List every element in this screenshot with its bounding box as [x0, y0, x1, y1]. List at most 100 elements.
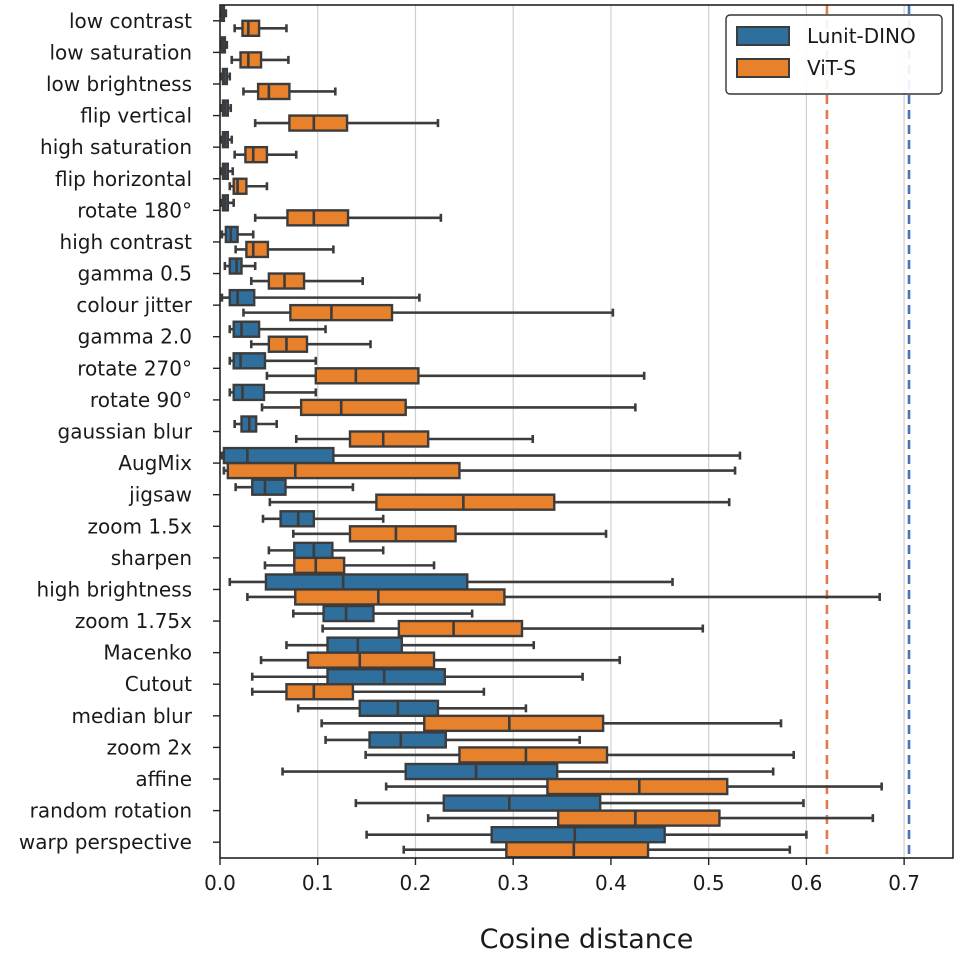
legend-label-vit-s: ViT-S [807, 56, 856, 80]
box-vit-s [291, 525, 608, 543]
legend-swatch-lunit-dino [736, 26, 790, 46]
legend: Lunit-DINO ViT-S [725, 14, 943, 95]
box-vit-s [249, 272, 364, 290]
series-lunit-dino [219, 4, 808, 844]
box-vit-s [320, 714, 783, 733]
box-lunit-dino [219, 67, 232, 86]
box-lunit-dino [219, 194, 235, 212]
y-tick-label: rotate 180° [77, 198, 192, 222]
y-tick-label: zoom 1.5x [88, 514, 193, 538]
box-lunit-dino [219, 4, 228, 22]
reference-lines [825, 5, 911, 858]
box-vit-s [253, 114, 440, 132]
box-lunit-dino [219, 130, 234, 149]
box-lunit-dino [250, 668, 584, 686]
x-tick-label: 0.4 [595, 871, 627, 895]
box-vit-s [233, 145, 298, 164]
y-tick-label: gamma 0.5 [78, 262, 192, 286]
box-vit-s [265, 367, 646, 385]
box-lunit-dino [220, 225, 255, 244]
x-tick-label: 0.6 [790, 871, 822, 895]
y-tick-label: warp perspective [19, 830, 192, 854]
legend-swatch-vit-s [736, 58, 790, 78]
box-vit-s [384, 777, 883, 796]
y-tick-label: rotate 270° [77, 356, 192, 380]
y-tick-label: high brightness [37, 577, 192, 601]
y-tick-label: Macenko [103, 641, 192, 665]
box-vit-s [259, 651, 622, 669]
box-vit-s [426, 809, 875, 827]
box-lunit-dino [219, 99, 233, 117]
box-vit-s [253, 209, 443, 227]
box-lunit-dino [365, 826, 808, 844]
y-tick-label: median blur [72, 704, 193, 728]
box-lunit-dino [354, 794, 805, 812]
grid-lines [317, 5, 905, 858]
box-vit-s [222, 461, 737, 480]
y-tick-label: random rotation [30, 799, 192, 823]
y-tick-label: flip vertical [80, 104, 192, 128]
box-lunit-dino [261, 510, 385, 528]
box-vit-s [246, 588, 882, 606]
x-axis-title: Cosine distance [480, 924, 694, 955]
box-vit-s [249, 335, 372, 353]
y-tick-label: rotate 90° [90, 388, 192, 412]
box-lunit-dino [219, 162, 235, 180]
y-tick-label: low contrast [69, 9, 192, 33]
box-lunit-dino [285, 636, 536, 654]
box-lunit-dino [228, 320, 327, 338]
box-lunit-dino [220, 288, 421, 307]
y-tick-label: gamma 2.0 [78, 325, 192, 349]
y-tick-label: low saturation [50, 40, 193, 64]
box-vit-s [233, 19, 288, 37]
box-lunit-dino [228, 352, 318, 370]
box-vit-s [242, 82, 337, 101]
y-tick-label: sharpen [111, 546, 192, 570]
y-tick-label: Cutout [125, 672, 192, 696]
box-lunit-dino [233, 415, 278, 433]
x-tick-label: 0.2 [400, 871, 432, 895]
y-tick-label: high contrast [60, 230, 193, 254]
box-lunit-dino [219, 36, 229, 54]
y-tick-label: low brightness [46, 72, 192, 96]
series-vit-s [222, 19, 883, 859]
box-vit-s [263, 556, 436, 575]
y-tick-label: high saturation [40, 135, 192, 159]
y-tick-label: zoom 1.75x [75, 609, 192, 633]
y-tick-label: gaussian blur [58, 420, 193, 444]
box-vit-s [250, 683, 486, 701]
x-tick-label: 0.7 [888, 871, 920, 895]
box-lunit-dino [281, 762, 775, 781]
box-plot-series [219, 4, 883, 859]
x-tick-label: 0.5 [693, 871, 725, 895]
box-vit-s [228, 177, 269, 195]
box-lunit-dino [291, 604, 474, 623]
x-axis-ticks: 0.0 0.1 0.2 0.3 0.4 0.5 0.6 0.7 [204, 858, 920, 895]
y-tick-label: affine [135, 767, 192, 791]
box-vit-s [260, 398, 637, 417]
box-lunit-dino [228, 573, 674, 591]
box-lunit-dino [267, 541, 385, 560]
y-axis-ticks: low contrast low saturation low brightness… [19, 9, 220, 854]
box-vit-s [321, 619, 705, 638]
x-tick-label: 0.3 [497, 871, 529, 895]
box-vit-s [234, 240, 335, 259]
x-tick-label: 0.0 [204, 871, 236, 895]
box-vit-s [294, 430, 535, 448]
y-tick-label: flip horizontal [55, 167, 192, 191]
box-lunit-dino [220, 446, 742, 465]
y-tick-label: colour jitter [76, 293, 192, 317]
y-tick-label: jigsaw [128, 483, 192, 507]
box-lunit-dino [223, 257, 257, 275]
legend-label-lunit-dino: Lunit-DINO [807, 24, 916, 48]
box-vit-s [242, 303, 615, 322]
x-tick-label: 0.1 [302, 871, 334, 895]
box-vit-s [268, 493, 731, 511]
box-vit-s [402, 841, 792, 859]
y-tick-label: AugMix [118, 451, 192, 475]
box-lunit-dino [234, 478, 355, 496]
box-lunit-dino [228, 383, 318, 402]
box-lunit-dino [296, 699, 528, 718]
box-lunit-dino [324, 731, 581, 749]
